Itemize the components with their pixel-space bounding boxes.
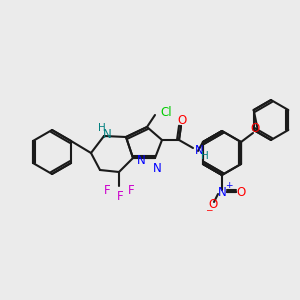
- Text: O: O: [250, 122, 260, 134]
- Text: H: H: [98, 123, 106, 133]
- Text: O: O: [177, 113, 187, 127]
- Text: F: F: [104, 184, 110, 196]
- Text: Cl: Cl: [160, 106, 172, 118]
- Text: O: O: [236, 185, 246, 199]
- Text: F: F: [117, 190, 123, 202]
- Text: N: N: [153, 161, 161, 175]
- Text: O: O: [208, 197, 217, 211]
- Text: −: −: [205, 206, 213, 214]
- Text: +: +: [225, 182, 233, 190]
- Text: N: N: [136, 154, 146, 166]
- Text: N: N: [103, 128, 111, 140]
- Text: N: N: [218, 185, 226, 199]
- Text: N: N: [195, 143, 204, 157]
- Text: H: H: [201, 151, 209, 161]
- Text: F: F: [128, 184, 134, 196]
